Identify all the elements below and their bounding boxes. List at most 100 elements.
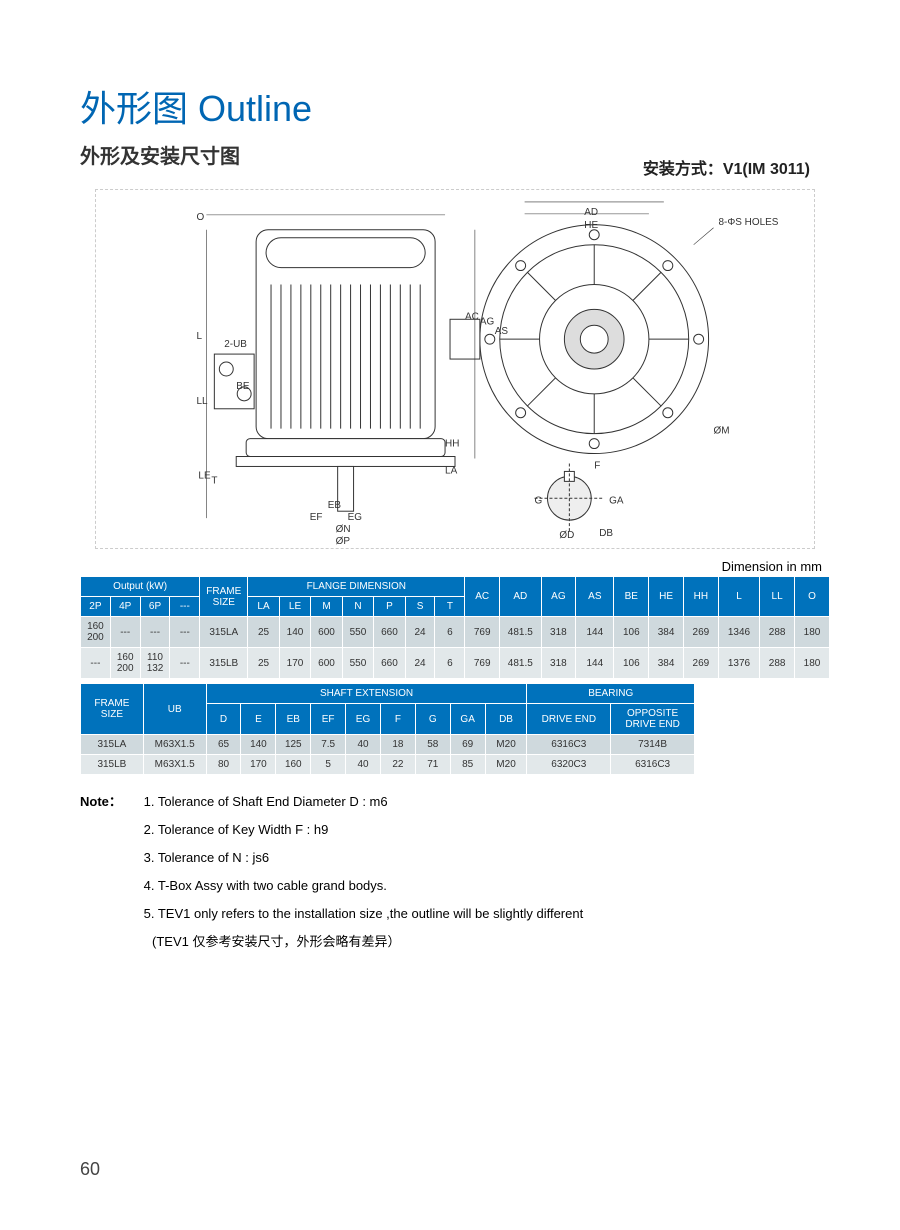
table-cell: 288 bbox=[760, 617, 795, 648]
th-6p: 6P bbox=[140, 597, 170, 617]
page-title: 外形图 Outline bbox=[80, 80, 830, 132]
svg-text:HH: HH bbox=[445, 439, 459, 450]
table-cell: 550 bbox=[342, 648, 373, 679]
svg-text:O: O bbox=[196, 212, 204, 223]
table-cell: 660 bbox=[374, 617, 405, 648]
svg-text:HE: HE bbox=[584, 220, 598, 231]
table-cell: --- bbox=[110, 617, 140, 648]
page-number: 60 bbox=[80, 1159, 100, 1180]
table-cell: 40 bbox=[346, 755, 381, 775]
svg-text:GA: GA bbox=[609, 495, 624, 506]
th-n: N bbox=[342, 597, 373, 617]
svg-text:8-ΦS HOLES: 8-ΦS HOLES bbox=[719, 217, 779, 228]
svg-text:EG: EG bbox=[348, 512, 362, 523]
table-cell: 269 bbox=[684, 617, 719, 648]
table-cell: 600 bbox=[311, 617, 342, 648]
table-cell: 7.5 bbox=[311, 735, 346, 755]
svg-text:DB: DB bbox=[599, 528, 613, 539]
mounting-type: 安装方式：V1(IM 3011) bbox=[643, 155, 810, 179]
th-p: P bbox=[374, 597, 405, 617]
table-cell: --- bbox=[170, 648, 200, 679]
svg-text:2-UB: 2-UB bbox=[224, 339, 247, 350]
svg-text:BE: BE bbox=[236, 381, 250, 392]
table-cell: 170 bbox=[279, 648, 310, 679]
dimensions-table-1: Output (kW) FRAME SIZE FLANGE DIMENSION … bbox=[80, 576, 830, 679]
table-cell: --- bbox=[81, 648, 111, 679]
svg-text:AD: AD bbox=[584, 207, 598, 218]
table-cell: 80 bbox=[206, 755, 241, 775]
table-cell: 7314B bbox=[611, 735, 695, 755]
table-cell: 160 bbox=[276, 755, 311, 775]
table-cell: 269 bbox=[684, 648, 719, 679]
th2-e: E bbox=[241, 704, 276, 735]
svg-text:LA: LA bbox=[445, 465, 458, 476]
table-cell: 160200 bbox=[81, 617, 111, 648]
svg-text:ØD: ØD bbox=[559, 530, 574, 541]
table-cell: --- bbox=[140, 617, 170, 648]
table-cell: 315LB bbox=[81, 755, 144, 775]
table-cell: 315LA bbox=[81, 735, 144, 755]
th-s: S bbox=[405, 597, 435, 617]
table-cell: 58 bbox=[415, 735, 450, 755]
svg-text:EB: EB bbox=[328, 500, 342, 511]
table-cell: 22 bbox=[380, 755, 415, 775]
table-cell: 40 bbox=[346, 735, 381, 755]
svg-text:ØN: ØN bbox=[336, 524, 351, 535]
table-cell: 6320C3 bbox=[527, 755, 611, 775]
table-cell: 6316C3 bbox=[527, 735, 611, 755]
table-cell: M20 bbox=[485, 755, 527, 775]
svg-text:L: L bbox=[196, 331, 202, 342]
th2-bearing: BEARING bbox=[527, 684, 695, 704]
svg-text:AC: AC bbox=[465, 311, 479, 322]
th2-db: DB bbox=[485, 704, 527, 735]
table-cell: 160200 bbox=[110, 648, 140, 679]
table-cell: 1376 bbox=[718, 648, 759, 679]
notes-label: Note： bbox=[80, 789, 140, 815]
table-cell: 600 bbox=[311, 648, 342, 679]
table-cell: M63X1.5 bbox=[143, 735, 206, 755]
table-cell: 1346 bbox=[718, 617, 759, 648]
th-frame: FRAME SIZE bbox=[200, 577, 248, 617]
table-cell: 18 bbox=[380, 735, 415, 755]
svg-text:AG: AG bbox=[480, 316, 494, 327]
th2-de: DRIVE END bbox=[527, 704, 611, 735]
table-cell: 318 bbox=[541, 617, 576, 648]
table-cell: 180 bbox=[795, 617, 830, 648]
th-output: Output (kW) bbox=[81, 577, 200, 597]
table-cell: 144 bbox=[576, 617, 614, 648]
th-ll: LL bbox=[760, 577, 795, 617]
table-cell: 65 bbox=[206, 735, 241, 755]
table-cell: 25 bbox=[248, 617, 279, 648]
svg-text:ØM: ØM bbox=[714, 426, 730, 437]
th2-g: G bbox=[415, 704, 450, 735]
table-cell: M20 bbox=[485, 735, 527, 755]
table-cell: 769 bbox=[465, 648, 500, 679]
table-cell: 660 bbox=[374, 648, 405, 679]
table-cell: 384 bbox=[649, 648, 684, 679]
table-cell: 144 bbox=[576, 648, 614, 679]
table-cell: 24 bbox=[405, 648, 435, 679]
th2-f: F bbox=[380, 704, 415, 735]
th2-ga: GA bbox=[450, 704, 485, 735]
th-be: BE bbox=[614, 577, 649, 617]
dimensions-table-2: FRAME SIZE UB SHAFT EXTENSION BEARING D … bbox=[80, 683, 695, 775]
table-cell: 140 bbox=[279, 617, 310, 648]
table-cell: 481.5 bbox=[500, 617, 541, 648]
th-ad: AD bbox=[500, 577, 541, 617]
th-l: L bbox=[718, 577, 759, 617]
svg-text:EF: EF bbox=[310, 512, 323, 523]
note-item: 2. Tolerance of Key Width F : h9 bbox=[144, 817, 584, 843]
table-cell: 69 bbox=[450, 735, 485, 755]
table-cell: 6 bbox=[435, 648, 465, 679]
th2-eg: EG bbox=[346, 704, 381, 735]
th-flange: FLANGE DIMENSION bbox=[248, 577, 465, 597]
table-cell: M63X1.5 bbox=[143, 755, 206, 775]
table-cell: 125 bbox=[276, 735, 311, 755]
th2-ef: EF bbox=[311, 704, 346, 735]
th2-eb: EB bbox=[276, 704, 311, 735]
th-m: M bbox=[311, 597, 342, 617]
table-cell: 170 bbox=[241, 755, 276, 775]
th-la: LA bbox=[248, 597, 279, 617]
th-o: O bbox=[795, 577, 830, 617]
svg-text:G: G bbox=[535, 495, 543, 506]
